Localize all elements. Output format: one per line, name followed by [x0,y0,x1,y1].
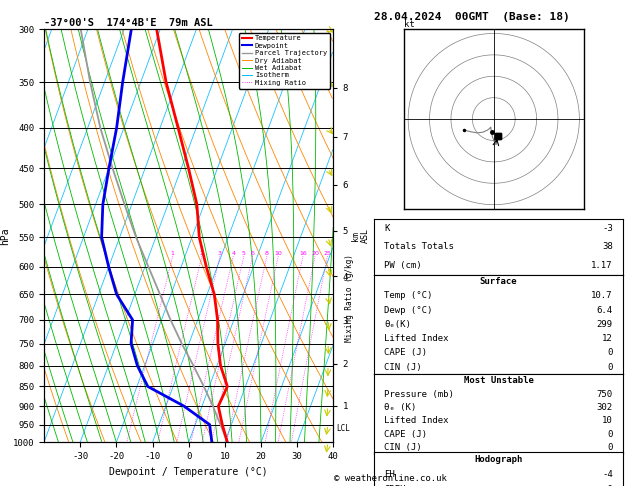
Text: 0: 0 [608,430,613,439]
Text: 5: 5 [242,251,246,256]
Text: kt: kt [404,20,415,29]
Text: Hodograph: Hodograph [474,455,523,464]
Text: K: K [384,224,389,232]
Text: Surface: Surface [480,277,517,286]
Text: 12: 12 [602,334,613,343]
Text: Dewp (°C): Dewp (°C) [384,306,433,314]
Text: PW (cm): PW (cm) [384,261,422,270]
Text: 0: 0 [608,363,613,372]
Text: 3: 3 [218,251,222,256]
Text: Lifted Index: Lifted Index [384,417,448,426]
Text: 38: 38 [602,242,613,251]
Text: 6: 6 [251,251,255,256]
Text: LCL: LCL [337,424,350,433]
Text: 25: 25 [323,251,331,256]
Text: Pressure (mb): Pressure (mb) [384,390,454,399]
Text: 6.4: 6.4 [597,306,613,314]
Text: Mixing Ratio (g/kg): Mixing Ratio (g/kg) [345,254,353,342]
Text: -4: -4 [602,470,613,479]
Text: θₑ(K): θₑ(K) [384,320,411,329]
Text: 8: 8 [265,251,269,256]
Text: 299: 299 [597,320,613,329]
Text: 16: 16 [299,251,307,256]
Text: Lifted Index: Lifted Index [384,334,448,343]
Text: Most Unstable: Most Unstable [464,376,533,385]
X-axis label: Dewpoint / Temperature (°C): Dewpoint / Temperature (°C) [109,467,268,477]
Y-axis label: hPa: hPa [0,227,10,244]
Text: 10.7: 10.7 [591,292,613,300]
Text: 4: 4 [231,251,235,256]
Text: CAPE (J): CAPE (J) [384,348,427,357]
Text: 28.04.2024  00GMT  (Base: 18): 28.04.2024 00GMT (Base: 18) [374,12,570,22]
Text: 0: 0 [608,348,613,357]
Text: 10: 10 [602,417,613,426]
Text: 2: 2 [200,251,204,256]
Text: CIN (J): CIN (J) [384,363,422,372]
Text: Totals Totals: Totals Totals [384,242,454,251]
Text: 0: 0 [608,443,613,452]
Text: EH: EH [384,470,395,479]
Text: © weatheronline.co.uk: © weatheronline.co.uk [333,474,447,483]
Text: 20: 20 [311,251,319,256]
Text: 302: 302 [597,403,613,412]
Text: θₑ (K): θₑ (K) [384,403,416,412]
Legend: Temperature, Dewpoint, Parcel Trajectory, Dry Adiabat, Wet Adiabat, Isotherm, Mi: Temperature, Dewpoint, Parcel Trajectory… [239,33,330,88]
Text: -37°00'S  174°4B'E  79m ASL: -37°00'S 174°4B'E 79m ASL [44,18,213,28]
Text: 1: 1 [170,251,175,256]
Y-axis label: km
ASL: km ASL [350,228,370,243]
Text: 1.17: 1.17 [591,261,613,270]
Text: 750: 750 [597,390,613,399]
Text: -0: -0 [602,485,613,486]
Text: SREH: SREH [384,485,406,486]
Text: 10: 10 [274,251,282,256]
Text: CIN (J): CIN (J) [384,443,422,452]
Text: Temp (°C): Temp (°C) [384,292,433,300]
Text: CAPE (J): CAPE (J) [384,430,427,439]
Text: -3: -3 [602,224,613,232]
